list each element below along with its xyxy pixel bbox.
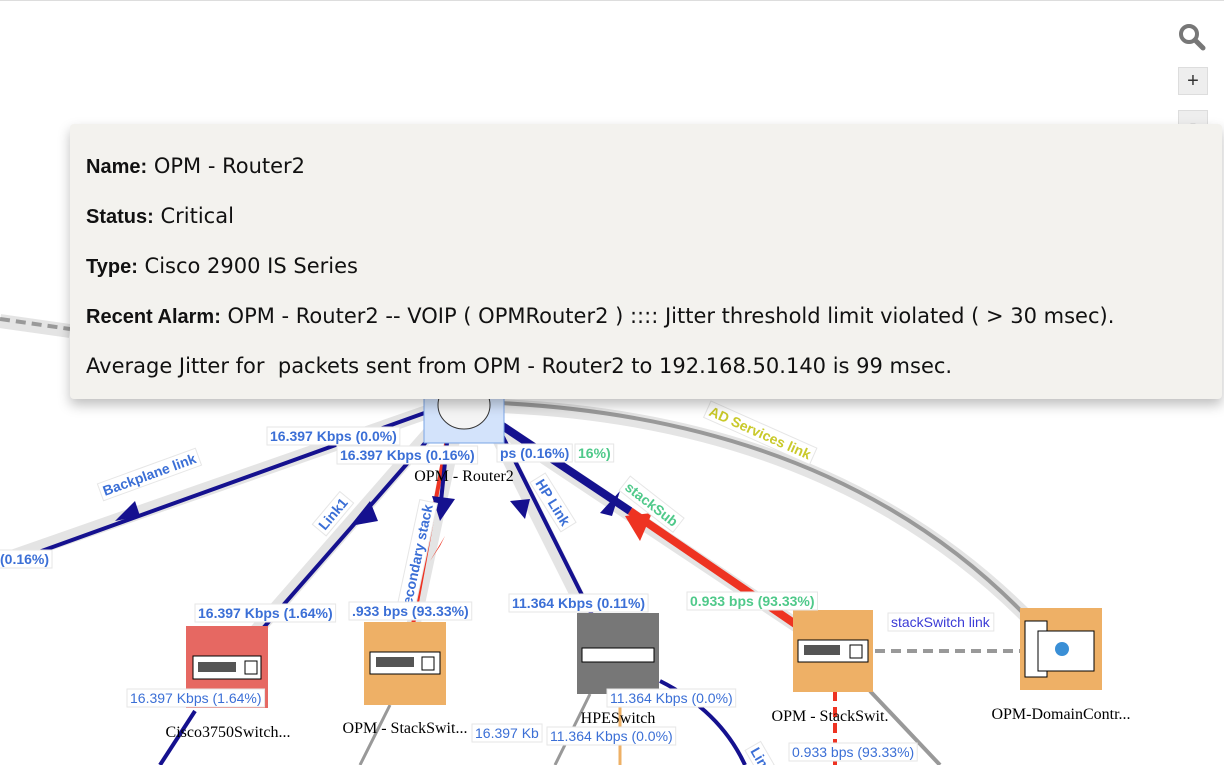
node-name: OPM - StackSwit... <box>343 720 468 737</box>
traffic-label: 11.364 Kbps (0.0%) <box>610 690 733 706</box>
node-stackswitch-2-name: OPM - StackSwit. <box>772 708 889 725</box>
switch-icon <box>193 656 261 679</box>
traffic-label: 16.397 Kbps (1.64%) <box>130 690 262 706</box>
traffic-label: ps (0.16%) <box>500 445 569 461</box>
alarm-label: Recent Alarm: <box>86 306 221 328</box>
node-stackswitch-1[interactable]: OPM - StackSwit... <box>343 622 468 737</box>
link-label: stackSwitch link <box>891 614 991 630</box>
node-name: HPESwitch <box>581 710 656 727</box>
switch-icon <box>798 640 868 662</box>
node-tooltip: Name: OPM - Router2 Status: Critical Typ… <box>70 124 1222 399</box>
switch-icon <box>370 652 440 674</box>
traffic-label: 16%) <box>578 445 611 461</box>
recent-alarm: OPM - Router2 -- VOIP ( OPMRouter2 ) :::… <box>86 304 1128 378</box>
link-arrows <box>115 491 652 561</box>
traffic-label: 16.397 Kbps (0.0%) <box>270 428 397 444</box>
node-name: OPM - Router2 <box>414 468 514 485</box>
traffic-label: 16.397 Kbps (1.64%) <box>198 605 333 621</box>
node-cisco3750[interactable]: Cisco3750Switch... <box>166 626 291 741</box>
traffic-label: 11.364 Kbps (0.0%) <box>550 728 673 744</box>
zoom-in-button[interactable]: + <box>1178 67 1208 95</box>
node-name: OPM - Router2 <box>154 154 305 178</box>
node-domaincontroller[interactable]: OPM-DomainContr... <box>991 608 1130 723</box>
node-hpeswitch[interactable]: HPESwitch <box>577 613 659 727</box>
traffic-label: 16.397 Kbps (0.16%) <box>340 447 475 463</box>
type-label: Type: <box>86 256 138 278</box>
node-type: Cisco 2900 IS Series <box>145 254 358 278</box>
status-label: Status: <box>86 206 154 228</box>
node-name: OPM-DomainContr... <box>991 706 1130 723</box>
traffic-label: (0.16%) <box>0 551 49 567</box>
node-name: Cisco3750Switch... <box>166 724 291 741</box>
search-icon[interactable] <box>1176 21 1208 53</box>
traffic-label: 0.933 bps (93.33%) <box>690 593 815 609</box>
traffic-label: 16.397 Kb <box>475 725 539 741</box>
name-label: Name: <box>86 156 147 178</box>
node-status: Critical <box>160 204 233 228</box>
traffic-label: 11.364 Kbps (0.11%) <box>512 595 645 611</box>
node-stackswitch-2[interactable] <box>793 610 873 692</box>
traffic-label: 0.933 bps (93.33%) <box>792 744 914 760</box>
switch-icon <box>582 648 654 662</box>
traffic-label: .933 bps (93.33%) <box>352 603 469 619</box>
